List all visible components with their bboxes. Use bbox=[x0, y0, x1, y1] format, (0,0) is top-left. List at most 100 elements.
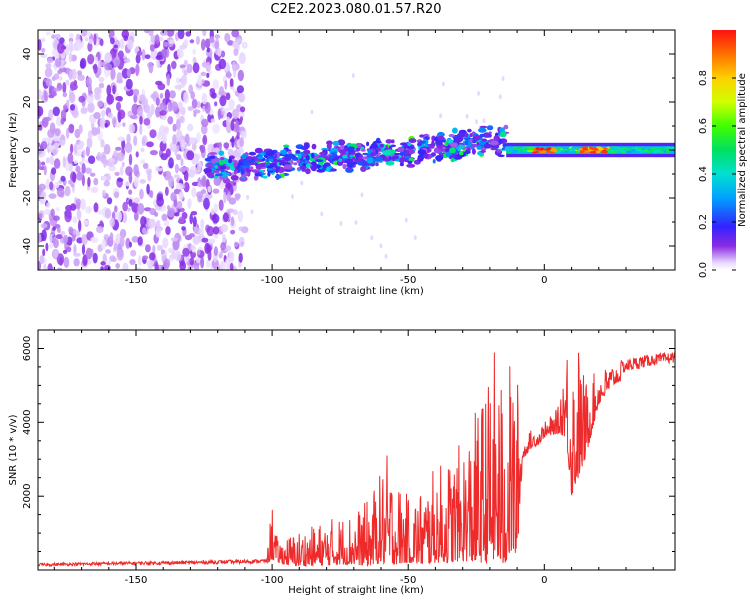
heatmap-cell bbox=[155, 55, 164, 61]
heatmap-cell bbox=[442, 146, 446, 150]
heatmap-cell bbox=[218, 150, 225, 156]
heatmap-cell bbox=[579, 150, 585, 153]
heatmap-cell bbox=[347, 146, 354, 153]
heatmap-cell bbox=[611, 147, 618, 150]
heatmap-cell bbox=[38, 106, 44, 117]
heatmap-cell bbox=[191, 98, 198, 109]
heatmap-cell bbox=[167, 247, 174, 254]
heatmap-cell bbox=[230, 216, 235, 227]
heatmap-cell bbox=[239, 116, 244, 122]
heatmap-cell bbox=[276, 159, 282, 163]
heatmap-cell bbox=[113, 243, 118, 251]
heatmap-cell bbox=[123, 57, 131, 64]
heatmap-cell bbox=[184, 133, 190, 144]
heatmap-cell bbox=[358, 156, 363, 160]
heatmap-cell bbox=[47, 263, 53, 270]
heatmap-cell bbox=[149, 129, 157, 139]
heatmap-cell bbox=[168, 157, 174, 169]
heatmap-cell bbox=[187, 123, 194, 132]
heatmap-cell bbox=[311, 143, 317, 150]
heatmap-cell bbox=[238, 92, 246, 103]
heatmap-cell bbox=[224, 32, 231, 43]
heatmap-cell bbox=[621, 150, 625, 154]
heatmap-cell bbox=[99, 38, 104, 47]
heatmap-cell bbox=[508, 146, 514, 150]
heatmap-cell bbox=[407, 149, 416, 154]
heatmap-cell bbox=[201, 93, 208, 105]
heatmap-cell bbox=[212, 170, 220, 174]
heatmap-cell bbox=[337, 139, 346, 146]
heatmap-cell bbox=[92, 252, 98, 264]
heatmap-cell bbox=[259, 162, 266, 168]
heatmap-cell bbox=[135, 54, 141, 64]
heatmap-cell bbox=[547, 147, 552, 150]
heatmap-cell bbox=[106, 174, 111, 181]
heatmap-cell bbox=[178, 191, 184, 201]
heatmap-cell bbox=[44, 91, 48, 101]
heatmap-cell bbox=[240, 169, 245, 175]
heatmap-cell bbox=[165, 148, 171, 158]
heatmap-cell bbox=[242, 159, 250, 166]
heatmap-cell bbox=[133, 135, 138, 146]
heatmap-cell bbox=[186, 63, 193, 74]
heatmap-cell bbox=[219, 94, 227, 107]
heatmap-cell bbox=[326, 143, 332, 149]
heatmap-cell bbox=[234, 241, 239, 248]
heatmap-cell bbox=[220, 171, 228, 178]
heatmap-cell bbox=[220, 224, 229, 233]
heatmap-cell bbox=[140, 216, 147, 227]
heatmap-cell bbox=[93, 63, 98, 74]
heatmap-cell bbox=[160, 30, 168, 36]
heatmap-cell bbox=[625, 150, 632, 154]
heatmap-cell bbox=[81, 244, 86, 255]
heatmap-cell bbox=[166, 74, 171, 86]
y-tick-label: 4000 bbox=[22, 410, 33, 435]
heatmap-cell bbox=[209, 88, 216, 94]
heatmap-cell bbox=[653, 147, 661, 150]
heatmap-cell bbox=[465, 132, 469, 138]
heatmap-cell bbox=[299, 166, 307, 170]
heatmap-cell bbox=[73, 80, 78, 86]
heatmap-cell bbox=[49, 242, 53, 249]
heatmap-cell bbox=[86, 137, 93, 149]
heatmap-cell bbox=[464, 150, 471, 154]
heatmap-cell bbox=[225, 92, 231, 101]
heatmap-cell bbox=[176, 118, 181, 131]
heatmap-cell bbox=[73, 258, 80, 267]
heatmap-cell bbox=[483, 143, 492, 149]
heatmap-cell bbox=[322, 167, 327, 171]
heatmap-cell bbox=[163, 220, 170, 227]
heatmap-cell bbox=[199, 144, 206, 154]
heatmap-cell bbox=[110, 37, 115, 45]
heatmap-cell bbox=[338, 158, 343, 162]
heatmap-cell bbox=[283, 164, 293, 170]
heatmap-cell bbox=[83, 220, 89, 226]
heatmap-cell bbox=[475, 119, 478, 125]
heatmap-cell bbox=[206, 72, 210, 79]
heatmap-cell bbox=[141, 49, 146, 61]
heatmap-cell bbox=[214, 34, 221, 39]
heatmap-cell bbox=[107, 162, 115, 168]
heatmap-cell bbox=[103, 144, 111, 155]
heatmap-cell bbox=[237, 69, 244, 82]
heatmap-cell bbox=[354, 220, 358, 225]
heatmap-cell bbox=[168, 256, 174, 262]
heatmap-cell bbox=[68, 226, 74, 234]
heatmap-cell bbox=[79, 59, 85, 69]
heatmap-cell bbox=[146, 259, 155, 267]
heatmap-cell bbox=[404, 217, 408, 223]
heatmap-cell bbox=[354, 153, 360, 158]
heatmap-cell bbox=[539, 150, 547, 154]
heatmap-cell bbox=[103, 156, 107, 168]
heatmap-cell bbox=[315, 159, 324, 163]
heatmap-cell bbox=[480, 150, 486, 153]
heatmap-cell bbox=[144, 54, 151, 59]
heatmap-cell bbox=[237, 210, 243, 223]
heatmap-cell bbox=[109, 255, 116, 262]
heatmap-cell bbox=[446, 139, 454, 144]
heatmap-cell bbox=[349, 154, 354, 158]
heatmap-cell bbox=[150, 35, 157, 43]
heatmap-cell bbox=[72, 228, 77, 235]
heatmap-cell bbox=[68, 70, 73, 81]
heatmap-cell bbox=[132, 88, 140, 96]
